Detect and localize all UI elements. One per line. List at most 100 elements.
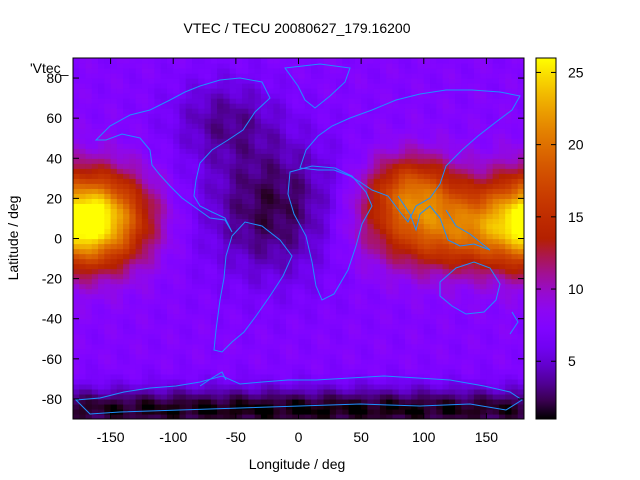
heatmap-cell [141,173,149,179]
heatmap-cell [104,208,112,215]
heatmap-cell [273,338,281,345]
heatmap-cell [166,248,174,255]
heatmap-cell [229,378,237,385]
heatmap-cell [204,368,212,375]
heatmap-cell [498,208,506,215]
heatmap-cell [204,313,212,320]
heatmap-cell [279,108,287,114]
heatmap-cell [442,268,450,275]
heatmap-cell [104,183,112,189]
heatmap-cell [292,398,300,405]
heatmap-cell [79,58,87,64]
heatmap-cell [392,313,400,320]
heatmap-cell [354,238,362,245]
heatmap-cell [404,288,412,295]
heatmap-cell [498,358,506,365]
heatmap-cell [455,213,462,220]
heatmap-cell [160,153,168,159]
heatmap-cell [411,343,419,350]
heatmap-cell [129,218,137,225]
heatmap-cell [217,208,224,215]
heatmap-cell [430,103,437,109]
heatmap-cell [192,278,199,285]
heatmap-cell [185,223,193,230]
heatmap-cell [98,278,105,285]
heatmap-cell [210,318,218,325]
heatmap-cell [448,238,456,245]
heatmap-cell [217,98,224,104]
heatmap-cell [135,338,143,345]
heatmap-cell [229,133,237,139]
heatmap-cell [129,233,137,240]
heatmap-cell [317,228,325,235]
heatmap-cell [254,368,262,375]
heatmap-cell [386,173,394,179]
heatmap-cell [467,88,475,94]
heatmap-cell [242,243,249,250]
heatmap-cell [223,168,231,174]
heatmap-cell [129,98,137,104]
heatmap-cell [342,263,350,270]
heatmap-cell [217,113,224,119]
heatmap-cell [254,193,262,199]
heatmap-cell [210,328,218,335]
heatmap-cell [98,213,105,220]
heatmap-cell [311,298,318,305]
heatmap-cell [166,138,174,144]
heatmap-cell [423,203,431,210]
heatmap-cell [110,358,118,365]
heatmap-cell [260,243,268,250]
heatmap-cell [229,153,237,159]
heatmap-cell [204,308,212,315]
heatmap-cell [104,128,112,134]
heatmap-cell [129,73,137,79]
heatmap-cell [348,78,356,84]
heatmap-cell [292,298,300,305]
heatmap-cell [448,198,456,204]
heatmap-cell [235,288,243,295]
heatmap-cell [141,318,149,325]
heatmap-cell [392,153,400,159]
heatmap-cell [480,258,488,265]
heatmap-cell [461,173,469,179]
heatmap-cell [480,353,488,360]
heatmap-cell [329,188,337,194]
heatmap-cell [329,68,337,74]
heatmap-cell [348,298,356,305]
heatmap-cell [254,378,262,385]
heatmap-cell [379,258,387,265]
heatmap-cell [173,413,181,419]
heatmap-cell [448,123,456,129]
heatmap-cell [242,393,249,400]
heatmap-cell [411,183,419,189]
heatmap-cell [348,243,356,250]
heatmap-cell [430,278,437,285]
heatmap-cell [229,343,237,350]
heatmap-cell [298,178,306,184]
heatmap-cell [467,233,475,240]
heatmap-cell [223,103,231,109]
heatmap-cell [467,223,475,230]
heatmap-cell [498,303,506,310]
heatmap-cell [248,108,256,114]
heatmap-cell [154,303,162,310]
heatmap-cell [304,253,312,260]
heatmap-cell [348,228,356,235]
heatmap-cell [498,148,506,154]
heatmap-cell [192,368,199,375]
heatmap-cell [417,288,425,295]
heatmap-cell [148,398,156,405]
heatmap-cell [123,358,130,365]
heatmap-cell [342,168,350,174]
heatmap-cell [455,118,462,124]
heatmap-cell [442,103,450,109]
heatmap-cell [91,138,99,144]
heatmap-cell [179,338,187,345]
heatmap-cell [223,223,231,230]
heatmap-cell [367,63,375,69]
heatmap-cell [423,108,431,114]
heatmap-cell [91,313,99,320]
heatmap-cell [85,123,93,129]
heatmap-cell [110,408,118,415]
heatmap-cell [354,208,362,215]
